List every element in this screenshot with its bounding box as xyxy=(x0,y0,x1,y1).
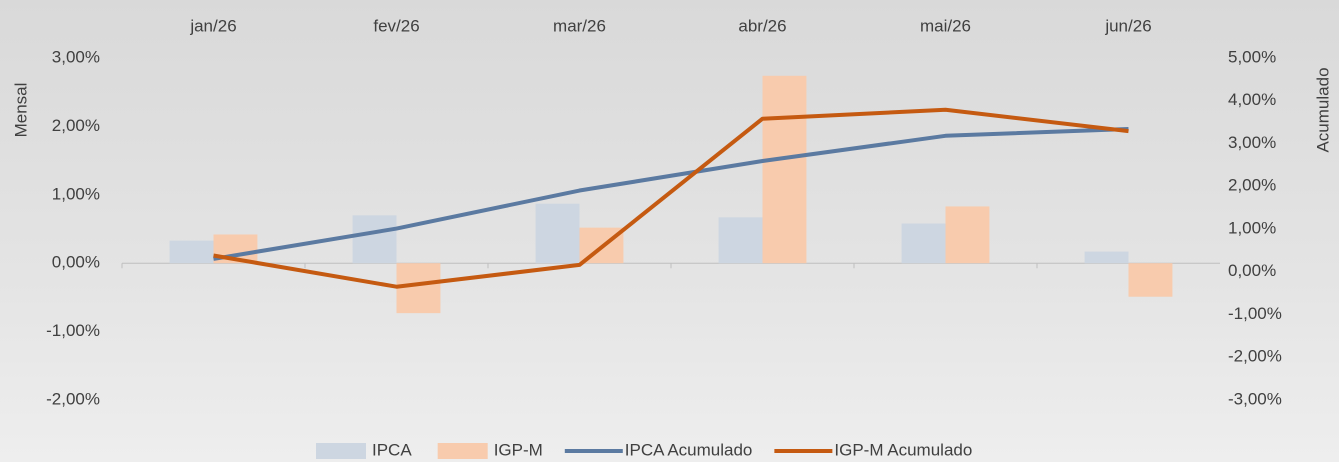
bar xyxy=(1084,251,1129,264)
y2-tick-label: 4,00% xyxy=(1228,90,1276,109)
y2-axis-title: Acumulado xyxy=(1313,67,1332,152)
y2-tick-label: 3,00% xyxy=(1228,133,1276,152)
y-tick-label: 2,00% xyxy=(52,116,100,135)
x-tick-label: fev/26 xyxy=(373,16,419,35)
bar xyxy=(169,240,214,264)
bar xyxy=(762,75,807,264)
legend-label: IGP-M xyxy=(494,440,543,459)
y-tick-label: -2,00% xyxy=(46,389,100,408)
line xyxy=(213,107,1129,289)
y-tick-label: 1,00% xyxy=(52,184,100,203)
y2-tick-label: 5,00% xyxy=(1228,47,1276,66)
y2-tick-label: -2,00% xyxy=(1228,347,1282,366)
bar xyxy=(945,206,990,264)
y2-tick-label: 1,00% xyxy=(1228,218,1276,237)
line xyxy=(213,126,1129,261)
y2-tick-label: 0,00% xyxy=(1228,261,1276,280)
y-tick-label: 3,00% xyxy=(52,47,100,66)
legend-label: IGP-M Acumulado xyxy=(834,440,972,459)
x-tick-label: mar/26 xyxy=(553,16,606,35)
legend-swatch xyxy=(437,443,488,459)
y2-tick-label: -1,00% xyxy=(1228,304,1282,323)
bar xyxy=(901,223,946,264)
y-tick-label: -1,00% xyxy=(46,321,100,340)
x-tick-label: jun/26 xyxy=(1104,16,1151,35)
bar xyxy=(352,215,397,264)
bar xyxy=(1128,263,1173,297)
x-tick-label: jan/26 xyxy=(189,16,236,35)
bar xyxy=(535,203,580,264)
bar xyxy=(718,217,763,264)
x-tick-label: mai/26 xyxy=(920,16,971,35)
x-tick-label: abr/26 xyxy=(738,16,786,35)
y2-tick-label: 2,00% xyxy=(1228,176,1276,195)
bar xyxy=(396,263,441,314)
y-axis-title: Mensal xyxy=(11,83,30,138)
legend-swatch xyxy=(316,443,366,459)
legend-label: IPCA xyxy=(372,440,412,459)
y-tick-label: 0,00% xyxy=(52,253,100,272)
y2-tick-label: -3,00% xyxy=(1228,389,1282,408)
legend-label: IPCA Acumulado xyxy=(625,440,753,459)
